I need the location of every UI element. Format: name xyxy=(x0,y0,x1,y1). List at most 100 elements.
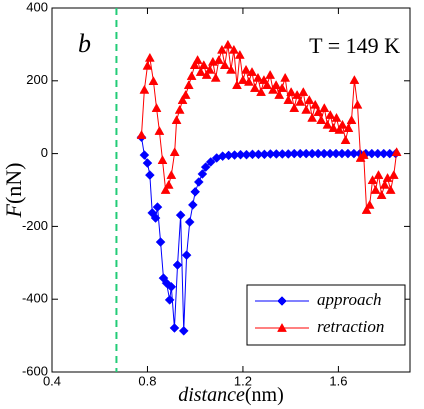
marker xyxy=(155,237,166,247)
panel-label: b xyxy=(78,29,91,58)
marker xyxy=(376,190,387,199)
marker xyxy=(213,55,224,64)
marker xyxy=(178,326,189,336)
x-label-unit: (nm) xyxy=(245,384,284,406)
marker xyxy=(322,119,333,129)
marker xyxy=(388,170,399,179)
marker xyxy=(217,44,227,54)
y-label-name: F xyxy=(1,204,26,219)
marker xyxy=(148,76,159,86)
marker xyxy=(277,83,287,92)
marker xyxy=(289,103,300,112)
x-tick-label: 1.2 xyxy=(234,373,252,388)
marker xyxy=(187,200,198,210)
y-tick-label: 200 xyxy=(26,72,48,87)
marker xyxy=(352,99,363,109)
legend-box xyxy=(246,284,406,346)
marker xyxy=(249,83,260,92)
y-tick-label: 0 xyxy=(41,145,48,160)
marker xyxy=(265,69,276,79)
marker xyxy=(298,87,309,96)
marker xyxy=(343,123,354,132)
marker xyxy=(183,80,194,90)
marker xyxy=(364,199,375,209)
marker xyxy=(171,115,182,124)
marker xyxy=(232,80,242,90)
series-line xyxy=(141,44,398,212)
marker xyxy=(163,179,174,189)
marker xyxy=(234,49,245,59)
marker xyxy=(139,150,150,160)
marker xyxy=(325,110,336,119)
marker xyxy=(307,112,318,122)
marker xyxy=(301,104,312,114)
marker xyxy=(200,162,211,172)
x-label-name: distance xyxy=(178,384,245,406)
marker xyxy=(198,60,209,69)
marker xyxy=(222,39,233,49)
marker xyxy=(166,281,177,292)
marker xyxy=(274,89,285,99)
marker xyxy=(262,80,272,90)
marker xyxy=(331,112,342,122)
marker xyxy=(316,115,327,124)
marker xyxy=(193,177,204,187)
y-label-unit: (nN) xyxy=(1,163,26,205)
marker xyxy=(142,60,153,70)
x-axis-label: distance(nm) xyxy=(178,384,284,406)
marker xyxy=(150,213,161,223)
x-tick-label: 0.8 xyxy=(138,373,156,388)
marker xyxy=(197,169,208,179)
marker xyxy=(256,87,266,96)
marker xyxy=(226,64,236,74)
marker xyxy=(328,123,339,132)
temperature-label: T = 149 K xyxy=(309,33,400,58)
marker xyxy=(160,184,171,194)
marker xyxy=(144,170,155,180)
marker xyxy=(238,75,248,84)
marker xyxy=(177,95,188,104)
marker xyxy=(277,296,287,306)
marker xyxy=(334,124,345,134)
marker xyxy=(136,130,147,139)
marker xyxy=(340,135,351,144)
marker xyxy=(349,75,360,84)
marker xyxy=(210,72,221,82)
y-tick-label: -400 xyxy=(22,291,48,306)
marker xyxy=(166,170,177,179)
marker xyxy=(139,84,150,94)
marker xyxy=(164,295,175,305)
marker xyxy=(189,60,200,69)
marker xyxy=(379,179,390,189)
marker xyxy=(180,89,191,99)
y-axis-label: F(nN) xyxy=(1,163,26,219)
marker xyxy=(190,186,201,197)
marker xyxy=(319,103,330,112)
marker xyxy=(385,184,396,194)
marker xyxy=(253,72,263,82)
marker xyxy=(295,96,306,106)
marker xyxy=(181,250,192,261)
marker xyxy=(151,103,162,112)
marker xyxy=(172,260,183,270)
marker xyxy=(259,75,269,84)
y-tick-label: 400 xyxy=(26,0,48,14)
x-tick-label: 0.4 xyxy=(43,373,61,388)
marker xyxy=(175,210,186,220)
marker xyxy=(361,205,372,214)
marker xyxy=(373,170,384,179)
marker xyxy=(192,55,203,64)
marker xyxy=(186,71,197,80)
marker xyxy=(277,322,287,332)
marker xyxy=(243,76,254,86)
marker xyxy=(169,147,180,156)
marker xyxy=(358,150,369,159)
marker xyxy=(283,95,294,104)
marker xyxy=(144,52,155,62)
marker xyxy=(337,119,348,129)
marker xyxy=(370,184,381,194)
marker xyxy=(280,72,291,82)
marker xyxy=(367,175,378,185)
x-tick-label: 1.6 xyxy=(329,373,347,388)
marker xyxy=(174,104,185,114)
